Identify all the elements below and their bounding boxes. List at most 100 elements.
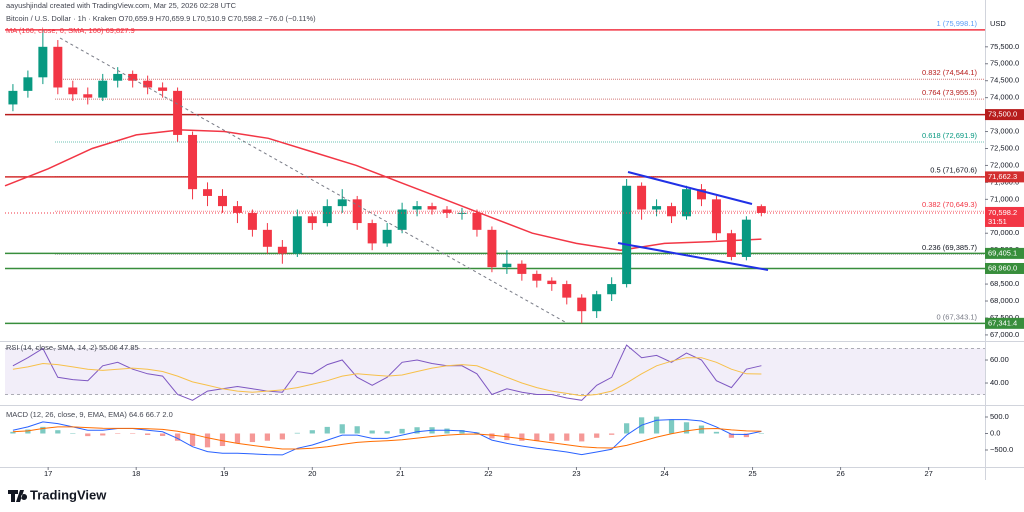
histogram-bar — [489, 433, 495, 439]
histogram-bar — [369, 430, 375, 434]
candle-body — [367, 223, 377, 244]
histogram-bar — [668, 419, 675, 434]
candle-body — [98, 80, 108, 98]
candle-body — [307, 216, 317, 224]
candle-body — [726, 233, 736, 257]
candle-body — [502, 263, 512, 268]
x-tick-label: 17 — [44, 469, 52, 478]
ma-legend: MA (100, close, 0, SMA, 100) 69,827.9 — [6, 26, 135, 35]
indicator-line — [12, 344, 762, 401]
y-tick-label: 75,500.0 — [990, 42, 1019, 51]
candle-body — [607, 284, 617, 295]
y-tick-label: 72,500.0 — [990, 143, 1019, 152]
price-tag-label: 73,500.0 — [988, 110, 1017, 119]
candle-body — [397, 209, 407, 230]
y-tick-label: 40.00 — [990, 378, 1009, 387]
candle-body — [652, 206, 662, 210]
candle-body — [262, 229, 272, 247]
histogram-bar — [115, 433, 121, 434]
candle-body — [23, 77, 33, 91]
candle-body — [682, 189, 691, 217]
candle-body — [622, 185, 632, 285]
fib-label: 0.236 (69,385.7) — [922, 243, 978, 252]
last-price-tag — [985, 206, 1024, 227]
histogram-bar — [743, 433, 750, 438]
price-tag-label: 69,405.1 — [988, 248, 1017, 257]
histogram-bar — [219, 433, 226, 447]
indicator-line — [12, 419, 762, 456]
histogram-bar — [713, 431, 720, 434]
fib-label: 0.5 (71,670.6) — [930, 166, 977, 175]
last-price-label: 70,598.2 — [988, 208, 1017, 217]
x-tick-label: 20 — [308, 469, 316, 478]
candle-body — [38, 46, 48, 78]
candle-body — [487, 229, 497, 268]
candle-body — [756, 206, 766, 213]
y-tick-label: 71,000.0 — [990, 194, 1019, 203]
histogram-bar — [399, 428, 405, 434]
indicator-legend: RSI (14, close, SMA, 14, 2) 55.06 47.85 — [6, 343, 139, 352]
histogram-bar — [519, 433, 525, 441]
candle-body — [741, 219, 751, 257]
y-tick-label: 67,500.0 — [990, 313, 1019, 322]
histogram-bar — [683, 422, 690, 434]
x-tick-label: 19 — [220, 469, 228, 478]
price-tag — [985, 171, 1024, 183]
y-tick-label: 68,500.0 — [990, 279, 1019, 288]
fib-label: 1 (75,998.1) — [937, 19, 978, 28]
fib-label: 0 (67,343.1) — [937, 312, 978, 321]
histogram-bar — [10, 431, 16, 434]
candle-body — [217, 195, 227, 207]
candle-body — [532, 273, 542, 281]
price-tag-label: 67,341.4 — [988, 318, 1017, 327]
countdown-label: 31:51 — [988, 217, 1007, 226]
fib-label: 0.832 (74,544.1) — [922, 68, 978, 77]
histogram-bar — [698, 425, 705, 434]
candle-body — [188, 134, 198, 190]
candle-body — [442, 209, 452, 213]
histogram-bar — [309, 430, 315, 434]
y-tick-label: 74,500.0 — [990, 76, 1019, 85]
histogram-bar — [549, 433, 555, 441]
histogram-bar — [728, 433, 735, 438]
price-tag-label: 68,960.0 — [988, 263, 1017, 272]
histogram-bar — [234, 433, 241, 444]
histogram-bar — [294, 432, 300, 434]
candle-body — [547, 280, 557, 285]
histogram-bar — [414, 427, 420, 434]
candle-body — [68, 87, 78, 95]
histogram-bar — [264, 433, 271, 441]
channel-upper — [627, 171, 753, 205]
symbol-line: Bitcoin / U.S. Dollar · 1h · Kraken O70,… — [6, 14, 316, 23]
y-tick-label: 75,000.0 — [990, 59, 1019, 68]
rsi-band — [5, 348, 985, 395]
candle-body — [352, 199, 362, 224]
y-tick-label: 500.0 — [990, 412, 1009, 421]
candle-body — [562, 284, 572, 298]
histogram-bar — [354, 426, 360, 434]
histogram-bar — [653, 416, 660, 434]
x-tick-label: 21 — [396, 469, 404, 478]
histogram-bar — [384, 431, 390, 434]
candle-body — [472, 212, 482, 230]
x-tick-label: 23 — [572, 469, 580, 478]
candle-body — [412, 206, 422, 210]
y-tick-label: −500.0 — [990, 445, 1013, 454]
candle-body — [337, 199, 347, 207]
candle-body — [113, 73, 123, 81]
candle-body — [173, 90, 183, 135]
candle-body — [322, 206, 332, 224]
histogram-bar — [159, 433, 166, 436]
histogram-bar — [279, 433, 285, 440]
brand-name: TradingView — [30, 487, 107, 502]
y-tick-label: 74,000.0 — [990, 93, 1019, 102]
currency: USD — [990, 19, 1006, 28]
x-tick-label: 25 — [748, 469, 756, 478]
candle-body — [577, 297, 587, 312]
histogram-bar — [758, 433, 764, 434]
candle-body — [292, 216, 302, 254]
y-tick-label: 67,000.0 — [990, 330, 1019, 339]
candle-body — [711, 199, 721, 234]
candle-body — [517, 263, 527, 274]
